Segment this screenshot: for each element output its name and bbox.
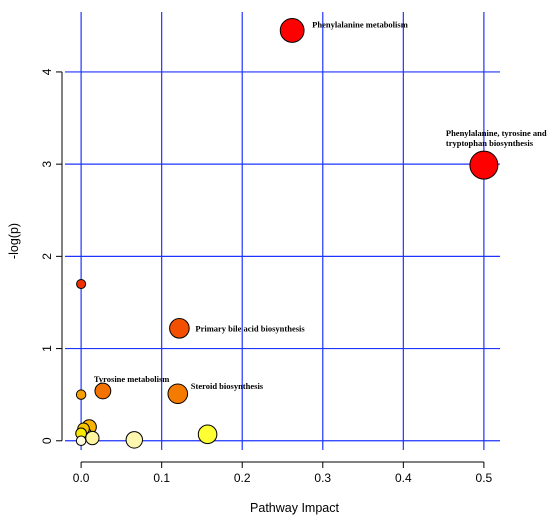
- x-tick-label: 0.4: [395, 471, 412, 485]
- x-tick-label: 0.2: [234, 471, 251, 485]
- x-axis-title: Pathway Impact: [250, 501, 339, 515]
- point-label: Tyrosine metabolism: [94, 374, 169, 384]
- pathway-point[interactable]: [75, 389, 87, 400]
- y-tick-label: 1: [40, 345, 54, 352]
- grid-layer: [65, 12, 500, 450]
- pathway-point-steroid-biosynthesis[interactable]: [167, 383, 189, 405]
- y-tick-label: 0: [40, 437, 54, 444]
- pathway-point[interactable]: [75, 435, 87, 447]
- pathway-point[interactable]: [85, 430, 100, 446]
- y-tick-label: 4: [40, 68, 54, 75]
- x-tick-label: 0.3: [314, 471, 331, 485]
- x-tick-label: 0.1: [153, 471, 170, 485]
- axis-layer: 0.0 0.1 0.2 0.3 0.4 0.5 0 1 2 3 4: [40, 68, 492, 485]
- point-label: Phenylalanine metabolism: [312, 19, 408, 29]
- pathway-point[interactable]: [197, 424, 218, 445]
- y-tick-label: 3: [40, 160, 54, 167]
- pathway-point-tyrosine-metabolism[interactable]: [94, 382, 112, 400]
- x-tick-label: 0.0: [73, 471, 90, 485]
- y-tick-label: 2: [40, 253, 54, 260]
- pathway-point-phenylalanine-metabolism[interactable]: [279, 18, 305, 43]
- pathway-point-phenylalanine-tyrosine-and-tryptophan-biosynthesis[interactable]: [469, 150, 499, 180]
- y-axis-title: -log(p): [7, 223, 21, 259]
- point-label: Primary bile acid biosynthesis: [195, 323, 305, 333]
- point-label: Phenylalanine, tyrosine and tryptophan bi…: [446, 128, 547, 148]
- pathway-point[interactable]: [76, 278, 87, 290]
- x-tick-label: 0.5: [476, 471, 493, 485]
- label-layer: Phenylalanine metabolism Phenylalanine, t…: [94, 19, 547, 390]
- pathway-point[interactable]: [125, 431, 144, 449]
- pathway-point-primary-bile-acid-biosynthesis[interactable]: [169, 317, 190, 339]
- point-layer: [75, 18, 499, 449]
- point-label: Steroid biosynthesis: [191, 381, 264, 391]
